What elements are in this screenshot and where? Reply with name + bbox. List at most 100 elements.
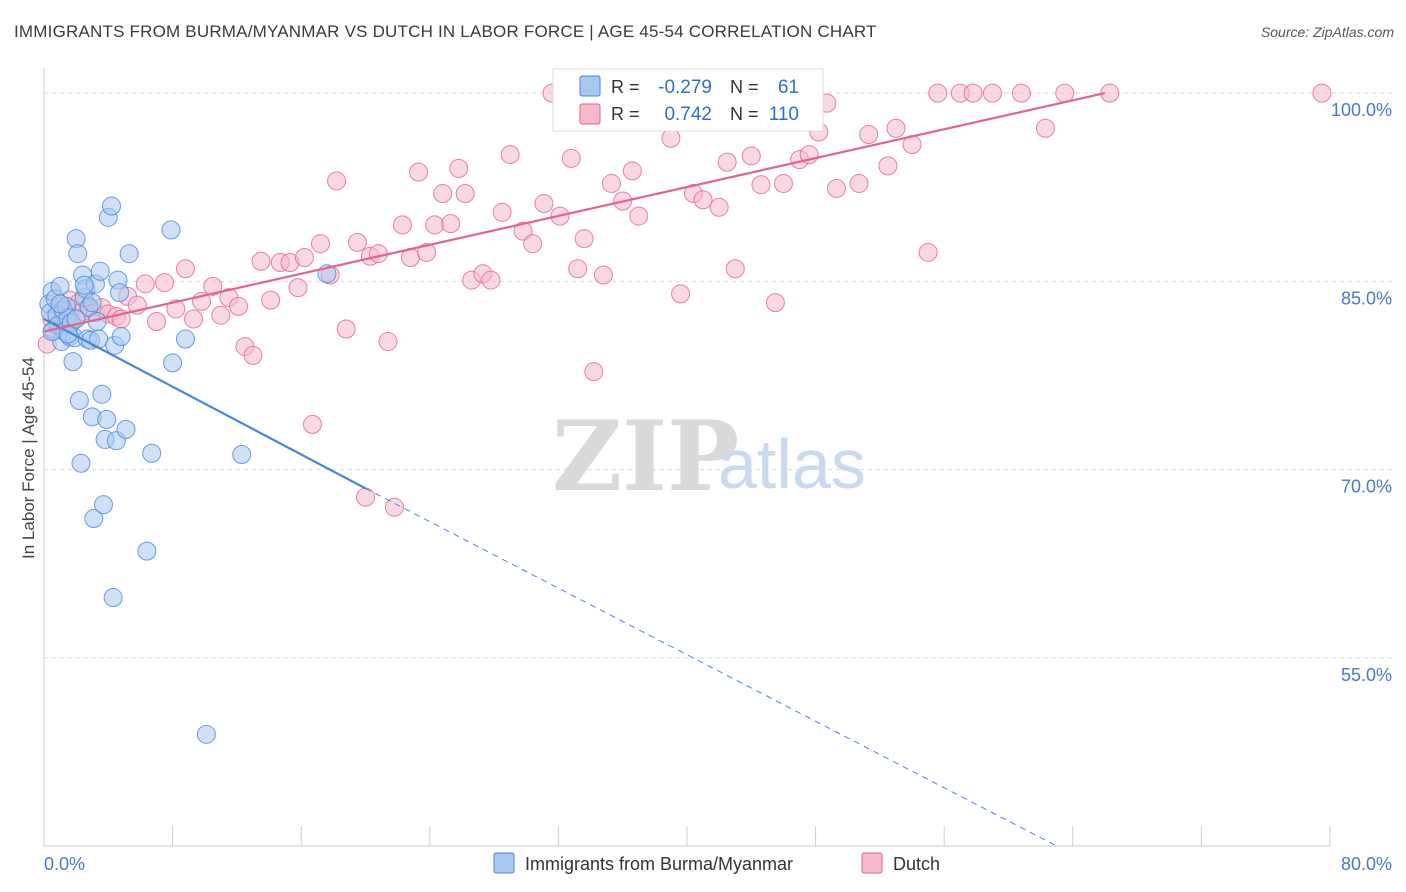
source-credit: Source: ZipAtlas.com <box>1260 24 1394 40</box>
dutch-point <box>826 178 846 198</box>
burma-point <box>84 508 104 528</box>
legend-r-value-burma: -0.279 <box>658 77 712 98</box>
chart-title: IMMIGRANTS FROM BURMA/MYANMAR VS DUTCH I… <box>14 22 877 41</box>
dutch-point <box>584 362 604 382</box>
dutch-point <box>155 273 175 293</box>
dutch-point <box>288 278 308 298</box>
burma-point <box>63 352 83 372</box>
dutch-point <box>409 162 429 182</box>
bottom-legend: Immigrants from Burma/Myanmar Dutch <box>493 852 940 874</box>
series-burma-points <box>39 196 337 744</box>
dutch-point <box>294 247 314 267</box>
dutch-point <box>441 214 461 234</box>
burma-point <box>232 444 252 464</box>
watermark: ZIP atlas <box>552 400 866 513</box>
legend-r-value-dutch: 0.742 <box>664 104 712 125</box>
dutch-point <box>135 274 155 294</box>
x-ticks <box>43 826 1331 846</box>
burma-point <box>69 391 89 411</box>
dutch-point <box>725 259 745 279</box>
dutch-point <box>741 146 761 166</box>
dutch-point <box>243 345 263 365</box>
burma-point <box>175 329 195 349</box>
dutch-point <box>593 265 613 285</box>
y-tick-label: 85.0% <box>1341 288 1392 308</box>
dutch-point <box>765 293 785 313</box>
dutch-point <box>693 190 713 210</box>
burma-point <box>71 453 91 473</box>
burma-point <box>110 283 130 303</box>
trend-line-dutch <box>43 92 1106 333</box>
dutch-point <box>928 83 948 103</box>
y-tick-label: 70.0% <box>1341 477 1392 497</box>
burma-point <box>93 495 113 515</box>
burma-point <box>90 261 110 281</box>
dutch-point <box>717 152 737 172</box>
burma-point <box>103 588 123 608</box>
dutch-point <box>356 487 375 507</box>
burma-point <box>50 276 70 296</box>
dutch-point <box>622 161 642 181</box>
dutch-point <box>310 234 330 254</box>
dutch-point <box>859 125 879 145</box>
bottom-legend-swatch-burma <box>493 852 515 874</box>
gridlines <box>44 92 1392 659</box>
burma-point <box>92 384 112 404</box>
legend-n-value-dutch: 110 <box>769 104 799 125</box>
dutch-point <box>561 148 581 168</box>
legend-n-label-dutch: N = <box>730 104 759 124</box>
dutch-point <box>147 311 167 331</box>
dutch-point <box>982 83 1002 103</box>
dutch-point <box>378 332 398 352</box>
dutch-point <box>175 259 195 279</box>
dutch-point <box>327 171 347 191</box>
dutch-point <box>347 232 367 252</box>
dutch-point <box>203 276 223 296</box>
dutch-point <box>629 206 649 226</box>
legend-r-label-burma: R = <box>611 77 640 97</box>
dutch-point <box>455 183 475 203</box>
burma-point <box>50 294 70 314</box>
y-tick-label: 100.0% <box>1331 100 1392 120</box>
dutch-point <box>492 202 512 222</box>
dutch-point <box>671 284 691 304</box>
dutch-point <box>211 305 231 325</box>
y-tick-labels: 55.0% 70.0% 85.0% 100.0% <box>1331 100 1392 685</box>
watermark-atlas: atlas <box>718 425 866 503</box>
burma-point <box>163 353 183 373</box>
y-axis-title: In Labor Force | Age 45-54 <box>19 357 38 559</box>
legend-swatch-dutch <box>579 103 601 125</box>
dutch-point <box>1055 83 1075 103</box>
dutch-point <box>183 309 203 329</box>
dutch-point <box>500 145 520 165</box>
dutch-point <box>261 290 281 310</box>
dutch-point <box>849 173 869 193</box>
legend-r-label-dutch: R = <box>611 104 640 124</box>
dutch-point <box>886 118 906 138</box>
dutch-point <box>878 156 898 176</box>
dutch-point <box>1011 83 1031 103</box>
dutch-point <box>384 497 404 517</box>
dutch-point <box>302 414 322 434</box>
burma-point <box>102 196 122 216</box>
dutch-point <box>417 242 437 262</box>
dutch-point <box>449 158 469 178</box>
burma-point <box>116 419 136 439</box>
dutch-point <box>392 215 412 235</box>
burma-point <box>196 724 216 744</box>
y-tick-label: 55.0% <box>1341 665 1392 685</box>
bottom-legend-label-burma: Immigrants from Burma/Myanmar <box>525 854 793 874</box>
dutch-point <box>601 173 621 193</box>
bottom-legend-swatch-dutch <box>861 852 883 874</box>
dutch-point <box>709 197 729 217</box>
dutch-point <box>661 128 681 148</box>
dutch-point <box>963 83 983 103</box>
dutch-point <box>166 299 186 319</box>
dutch-point <box>1035 118 1055 138</box>
burma-point <box>119 244 139 264</box>
burma-point <box>111 327 131 347</box>
burma-point <box>137 541 157 561</box>
dutch-point <box>918 242 938 262</box>
legend-n-value-burma: 61 <box>778 77 799 98</box>
